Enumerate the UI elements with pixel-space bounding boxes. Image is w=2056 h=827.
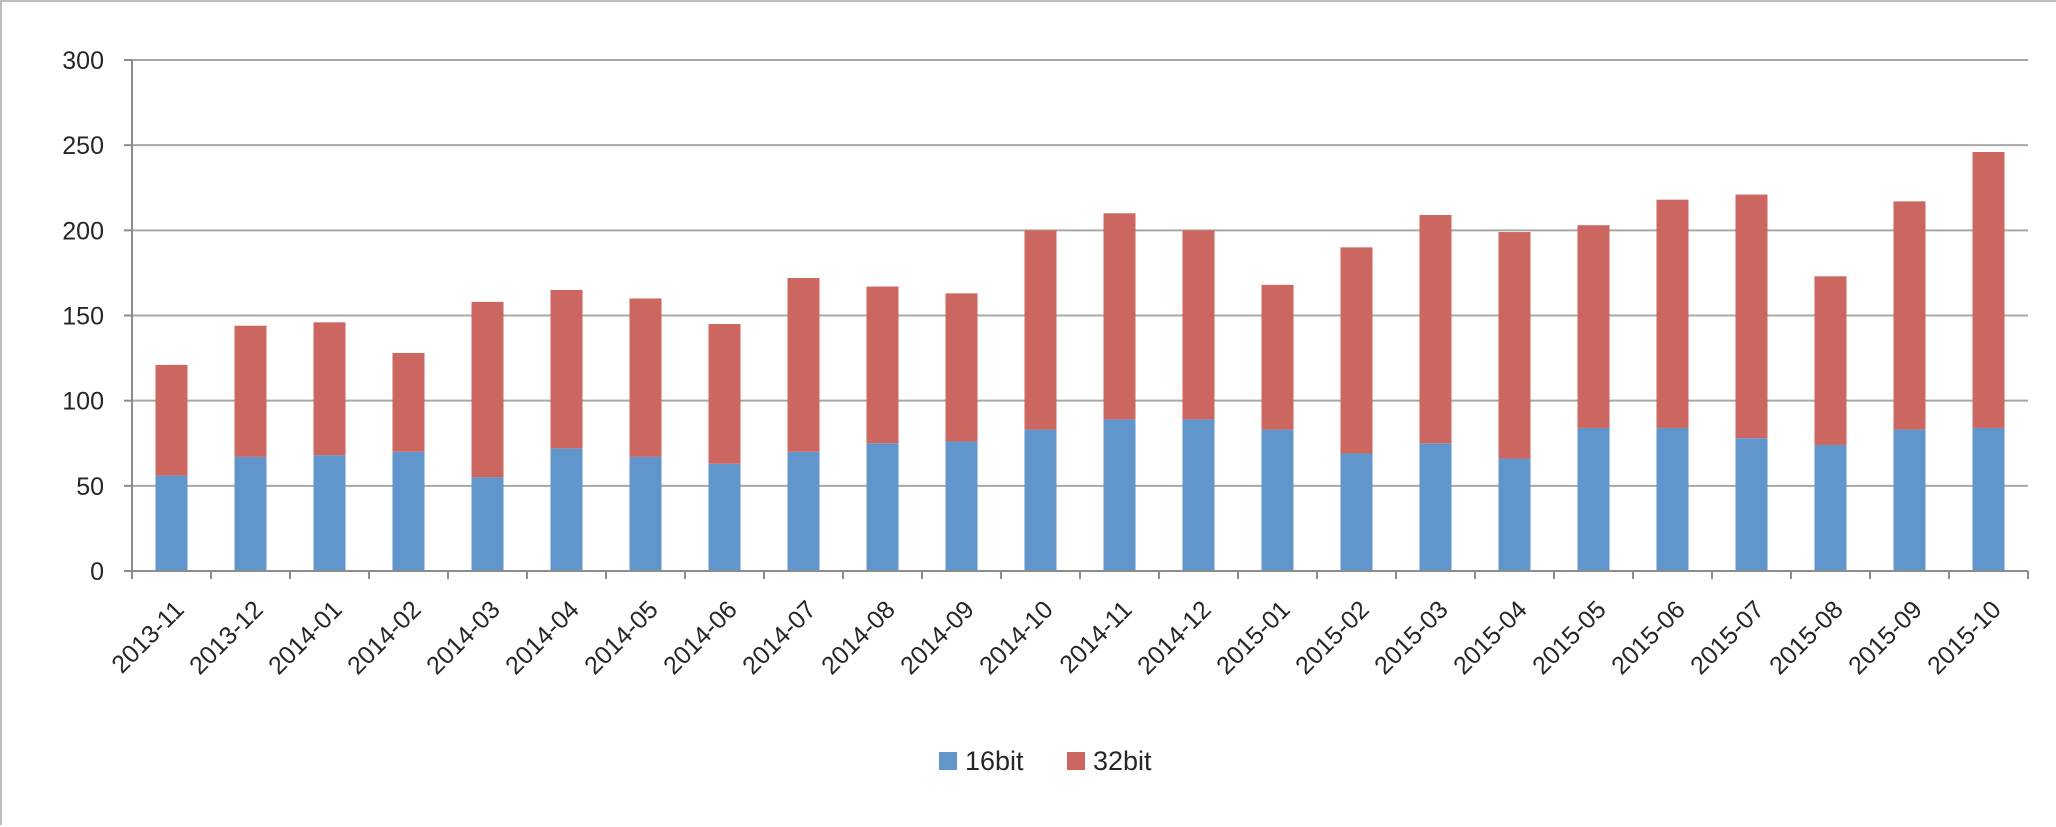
bar-32bit-2015-05 — [1577, 225, 1610, 428]
bar-16bit-2015-05 — [1577, 427, 1610, 571]
bar-32bit-2014-07 — [787, 278, 820, 452]
x-tick-label: 2014-04 — [500, 595, 585, 680]
bar-16bit-2013-11 — [155, 475, 188, 571]
bar-32bit-2015-09 — [1893, 201, 1926, 430]
x-tick-label: 2015-01 — [1211, 595, 1296, 680]
x-tick-label: 2014-01 — [263, 595, 348, 680]
x-tick-label: 2014-11 — [1054, 595, 1137, 678]
x-tick-label: 2014-05 — [579, 595, 664, 680]
x-axis-tick-labels: 2013-112013-122014-012014-022014-032014-… — [106, 595, 2006, 680]
bar-16bit-2014-03 — [471, 477, 504, 571]
bar-32bit-2015-10 — [1972, 151, 2005, 428]
y-gridlines — [124, 59, 2028, 572]
bar-16bit-2014-11 — [1103, 419, 1136, 571]
x-tick-label: 2014-10 — [974, 595, 1059, 680]
bar-32bit-2014-02 — [392, 352, 425, 452]
bar-16bit-2013-12 — [234, 456, 267, 571]
x-tick-label: 2014-07 — [737, 595, 822, 680]
x-tick-label: 2014-09 — [895, 595, 980, 680]
bar-32bit-2014-09 — [945, 293, 978, 442]
bar-32bit-2015-08 — [1814, 276, 1847, 445]
y-tick-label: 100 — [62, 388, 104, 416]
bar-32bit-2014-01 — [313, 322, 346, 456]
bar-16bit-2014-01 — [313, 455, 346, 571]
bar-16bit-2015-08 — [1814, 444, 1847, 571]
x-tick-label: 2013-11 — [106, 595, 189, 678]
bar-16bit-2015-02 — [1340, 453, 1373, 571]
bar-16bit-2014-07 — [787, 451, 820, 571]
bar-32bit-2015-01 — [1261, 284, 1294, 430]
legend-swatch-32bit — [1067, 752, 1085, 770]
bar-16bit-2014-12 — [1182, 419, 1215, 571]
x-tick-label: 2014-08 — [816, 595, 901, 680]
bar-32bit-2014-04 — [550, 289, 583, 449]
x-tick-label: 2015-08 — [1764, 595, 1849, 680]
legend-label-32bit: 32bit — [1093, 746, 1152, 776]
bar-16bit-2015-01 — [1261, 429, 1294, 571]
bar-32bit-2013-11 — [155, 364, 188, 476]
bar-32bit-2015-04 — [1498, 232, 1531, 459]
x-tick-label: 2015-06 — [1606, 595, 1691, 680]
bar-16bit-2015-09 — [1893, 429, 1926, 571]
x-tick-label: 2015-02 — [1290, 595, 1375, 680]
bar-32bit-2015-06 — [1656, 199, 1689, 428]
bar-32bit-2015-03 — [1419, 215, 1452, 444]
y-tick-label: 200 — [62, 217, 104, 245]
bar-16bit-2014-08 — [866, 443, 899, 571]
bar-16bit-2014-06 — [708, 463, 741, 571]
x-tick-label: 2015-04 — [1448, 595, 1533, 680]
bar-16bit-2015-07 — [1735, 438, 1768, 571]
y-tick-label: 0 — [90, 558, 104, 586]
bar-16bit-2015-04 — [1498, 458, 1531, 571]
y-axis-tick-labels: 0 50 100 150 200 250 300 — [62, 47, 104, 586]
bar-16bit-2014-02 — [392, 451, 425, 571]
x-tick-marks — [131, 571, 2029, 579]
x-tick-label: 2015-10 — [1922, 595, 2007, 680]
x-tick-label: 2013-12 — [184, 595, 269, 680]
legend-swatch-16bit — [939, 752, 957, 770]
bar-32bit-2013-12 — [234, 325, 267, 457]
bar-32bit-2014-12 — [1182, 230, 1215, 420]
bar-16bit-2014-05 — [629, 456, 662, 571]
y-tick-label: 300 — [62, 47, 104, 75]
bar-32bit-2015-02 — [1340, 247, 1373, 454]
bar-16bit-2015-10 — [1972, 427, 2005, 571]
bar-16bit-2014-04 — [550, 448, 583, 571]
y-tick-label: 150 — [62, 303, 104, 331]
bars — [155, 151, 2005, 571]
bar-16bit-2015-06 — [1656, 427, 1689, 571]
bar-32bit-2014-05 — [629, 298, 662, 457]
bar-32bit-2014-03 — [471, 301, 504, 478]
bar-16bit-2015-03 — [1419, 443, 1452, 571]
y-tick-label: 250 — [62, 132, 104, 160]
y-tick-label: 50 — [76, 473, 104, 501]
bar-32bit-2015-07 — [1735, 194, 1768, 439]
bar-32bit-2014-11 — [1103, 213, 1136, 420]
bar-32bit-2014-10 — [1024, 230, 1057, 430]
legend-label-16bit: 16bit — [965, 746, 1024, 776]
bar-32bit-2014-06 — [708, 324, 741, 464]
bar-32bit-2014-08 — [866, 286, 899, 444]
bar-16bit-2014-09 — [945, 441, 978, 571]
x-tick-label: 2015-07 — [1685, 595, 1770, 680]
x-tick-label: 2014-03 — [421, 595, 506, 680]
x-tick-label: 2014-12 — [1132, 595, 1217, 680]
legend: 16bit 32bit — [939, 746, 1152, 776]
bar-16bit-2014-10 — [1024, 429, 1057, 571]
x-tick-label: 2014-02 — [342, 595, 427, 680]
x-tick-label: 2015-05 — [1527, 595, 1612, 680]
x-tick-label: 2015-09 — [1843, 595, 1928, 680]
x-tick-label: 2014-06 — [658, 595, 743, 680]
x-tick-label: 2015-03 — [1369, 595, 1454, 680]
